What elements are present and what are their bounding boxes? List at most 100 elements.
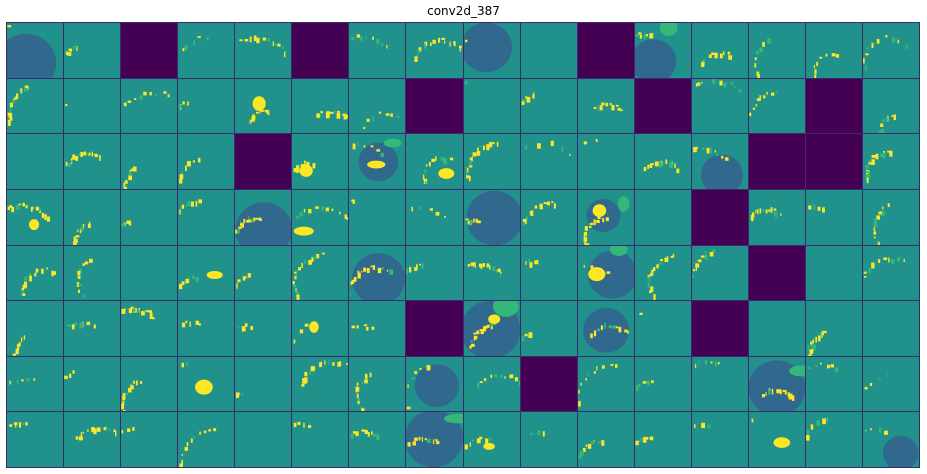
feature-map-tile bbox=[7, 189, 64, 245]
feature-map-tile bbox=[463, 301, 520, 356]
feature-map-tile bbox=[463, 245, 520, 301]
feature-map-tile bbox=[634, 412, 691, 467]
feature-map-tile bbox=[748, 245, 805, 301]
feature-map-tile bbox=[805, 245, 862, 301]
feature-map-tile bbox=[235, 301, 292, 356]
feature-map-tile bbox=[463, 356, 520, 412]
feature-map-tile bbox=[349, 23, 406, 78]
feature-map-tile bbox=[121, 23, 178, 78]
feature-map-tile bbox=[64, 23, 121, 78]
feature-map-tile bbox=[577, 134, 634, 189]
feature-map-tile bbox=[121, 189, 178, 245]
feature-map-tile bbox=[292, 78, 349, 134]
feature-map-tile bbox=[634, 301, 691, 356]
feature-map-tile bbox=[862, 412, 919, 467]
feature-map-tile bbox=[577, 189, 634, 245]
feature-map-tile bbox=[349, 412, 406, 467]
feature-map-tile bbox=[577, 23, 634, 78]
feature-map-tile bbox=[577, 356, 634, 412]
feature-map-tile bbox=[520, 245, 577, 301]
feature-map-tile bbox=[634, 189, 691, 245]
feature-map-tile bbox=[805, 356, 862, 412]
feature-map-tile bbox=[748, 356, 805, 412]
feature-map-tile bbox=[64, 245, 121, 301]
feature-map-tile bbox=[862, 245, 919, 301]
feature-map-tile bbox=[748, 412, 805, 467]
figure-title: conv2d_387 bbox=[427, 4, 500, 18]
feature-map-tile bbox=[691, 134, 748, 189]
feature-map-tile bbox=[406, 245, 463, 301]
feature-map-tile bbox=[520, 412, 577, 467]
feature-map-tile bbox=[634, 23, 691, 78]
feature-map-tile bbox=[691, 301, 748, 356]
feature-map-tile bbox=[406, 189, 463, 245]
feature-map-tile bbox=[121, 78, 178, 134]
feature-map-tile bbox=[406, 23, 463, 78]
feature-map-tile bbox=[862, 23, 919, 78]
feature-map-tile bbox=[463, 134, 520, 189]
feature-map-tile bbox=[577, 412, 634, 467]
feature-map-tile bbox=[178, 134, 235, 189]
feature-map-tile bbox=[292, 189, 349, 245]
feature-map-tile bbox=[349, 78, 406, 134]
feature-map-tile bbox=[7, 301, 64, 356]
feature-map-tile bbox=[121, 412, 178, 467]
feature-map-tile bbox=[7, 78, 64, 134]
feature-map-tile bbox=[577, 301, 634, 356]
feature-map-tile bbox=[178, 78, 235, 134]
feature-map-tile bbox=[748, 134, 805, 189]
feature-map-tile bbox=[7, 245, 64, 301]
feature-map-tile bbox=[64, 134, 121, 189]
feature-map-tile bbox=[178, 189, 235, 245]
feature-map-tile bbox=[64, 301, 121, 356]
feature-map-tile bbox=[235, 78, 292, 134]
feature-map-tile bbox=[520, 301, 577, 356]
feature-map-tile bbox=[7, 412, 64, 467]
feature-map-tile bbox=[691, 23, 748, 78]
feature-map-tile bbox=[463, 412, 520, 467]
feature-map-tile bbox=[691, 412, 748, 467]
feature-map-tile bbox=[292, 356, 349, 412]
feature-map-tile bbox=[178, 245, 235, 301]
feature-map-tile bbox=[349, 189, 406, 245]
feature-map-tile bbox=[805, 23, 862, 78]
feature-map-tile bbox=[520, 23, 577, 78]
feature-map-tile bbox=[406, 78, 463, 134]
feature-map-tile bbox=[634, 356, 691, 412]
feature-map-tile bbox=[292, 245, 349, 301]
feature-map-tile bbox=[64, 356, 121, 412]
feature-map-tile bbox=[64, 189, 121, 245]
feature-map-tile bbox=[805, 189, 862, 245]
feature-map-tile bbox=[121, 301, 178, 356]
feature-map-tile bbox=[805, 134, 862, 189]
feature-map-grid bbox=[6, 22, 920, 468]
feature-map-tile bbox=[235, 189, 292, 245]
feature-map-tile bbox=[520, 189, 577, 245]
feature-map-tile bbox=[577, 245, 634, 301]
feature-map-tile bbox=[121, 245, 178, 301]
feature-map-tile bbox=[634, 78, 691, 134]
feature-map-tile bbox=[406, 301, 463, 356]
feature-map-tile bbox=[235, 134, 292, 189]
feature-map-tile bbox=[634, 134, 691, 189]
feature-map-tile bbox=[691, 78, 748, 134]
feature-map-tile bbox=[235, 245, 292, 301]
feature-map-tile bbox=[520, 78, 577, 134]
feature-map-tile bbox=[292, 412, 349, 467]
feature-map-tile bbox=[235, 412, 292, 467]
feature-map-tile bbox=[406, 134, 463, 189]
feature-map-tile bbox=[292, 23, 349, 78]
feature-map-tile bbox=[178, 23, 235, 78]
feature-map-tile bbox=[748, 189, 805, 245]
feature-map-tile bbox=[748, 301, 805, 356]
feature-map-tile bbox=[235, 23, 292, 78]
feature-map-tile bbox=[862, 78, 919, 134]
feature-map-tile bbox=[691, 356, 748, 412]
feature-map-tile bbox=[64, 78, 121, 134]
feature-map-tile bbox=[520, 356, 577, 412]
feature-map-tile bbox=[463, 78, 520, 134]
feature-map-tile bbox=[349, 301, 406, 356]
feature-map-tile bbox=[7, 356, 64, 412]
feature-map-tile bbox=[577, 78, 634, 134]
feature-map-tile bbox=[634, 245, 691, 301]
